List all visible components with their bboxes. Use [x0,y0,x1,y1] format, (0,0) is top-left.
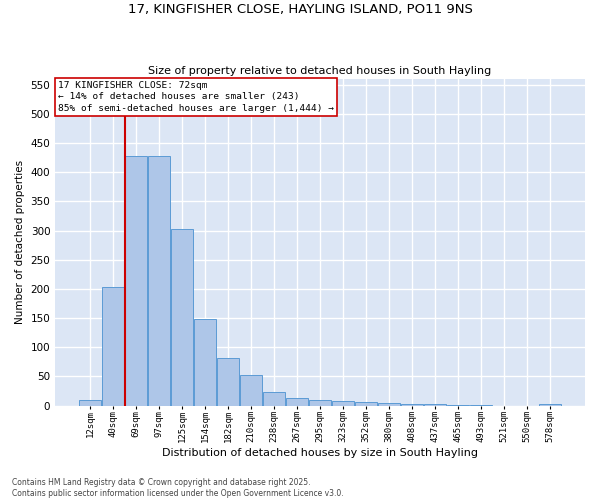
Bar [148,156,170,406]
Bar [355,402,377,406]
Bar [240,375,262,406]
Title: Size of property relative to detached houses in South Hayling: Size of property relative to detached ho… [148,66,492,76]
Text: 17 KINGFISHER CLOSE: 72sqm
← 14% of detached houses are smaller (243)
85% of sem: 17 KINGFISHER CLOSE: 72sqm ← 14% of deta… [58,80,334,114]
X-axis label: Distribution of detached houses by size in South Hayling: Distribution of detached houses by size … [162,448,478,458]
Bar [194,319,216,406]
Bar [79,400,101,406]
Text: 17, KINGFISHER CLOSE, HAYLING ISLAND, PO11 9NS: 17, KINGFISHER CLOSE, HAYLING ISLAND, PO… [128,2,472,16]
Bar [447,405,469,406]
Bar [539,404,561,406]
Bar [171,229,193,406]
Bar [217,358,239,406]
Bar [263,392,285,406]
Bar [470,405,492,406]
Bar [378,403,400,406]
Bar [125,156,147,406]
Bar [332,401,354,406]
Bar [424,404,446,406]
Bar [102,287,124,406]
Text: Contains HM Land Registry data © Crown copyright and database right 2025.
Contai: Contains HM Land Registry data © Crown c… [12,478,344,498]
Y-axis label: Number of detached properties: Number of detached properties [15,160,25,324]
Bar [401,404,423,406]
Bar [286,398,308,406]
Bar [309,400,331,406]
